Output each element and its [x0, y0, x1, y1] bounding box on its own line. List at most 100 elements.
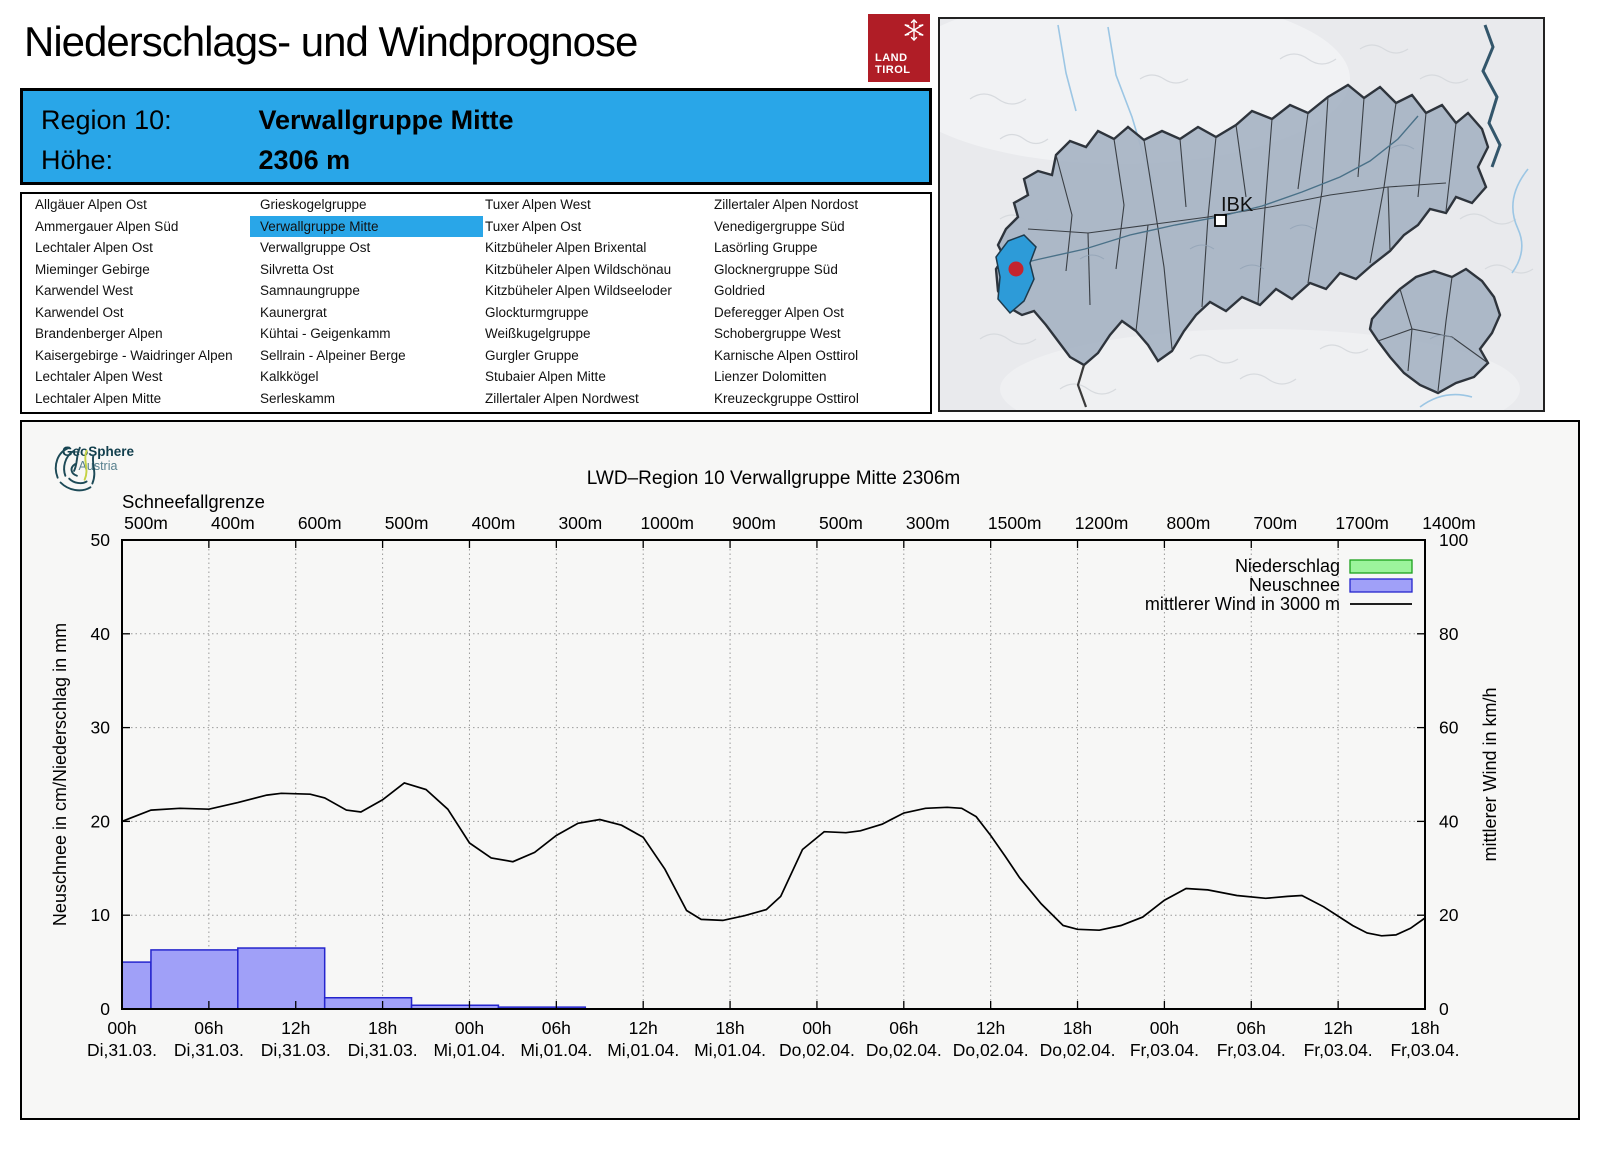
snowline-value: 300m	[558, 513, 602, 533]
altitude-label: Höhe:	[41, 145, 114, 175]
region-list-item[interactable]: Silvretta Ost	[260, 261, 334, 277]
map-terrain-texture	[969, 44, 1534, 395]
plot-frame	[121, 539, 1426, 1010]
region-list-item[interactable]: Brandenberger Alpen	[35, 326, 163, 341]
region-list-item[interactable]: Allgäuer Alpen Ost	[35, 197, 147, 212]
region-list-item[interactable]: Lienzer Dolomitten	[714, 369, 827, 384]
y-right-axis-title: mittlerer Wind in km/h	[1480, 687, 1500, 861]
snowline-value: 1700m	[1335, 513, 1389, 533]
snowline-value: 900m	[732, 513, 776, 533]
snowline-value: 800m	[1167, 513, 1211, 533]
region-list-item[interactable]: Zillertaler Alpen Nordost	[714, 197, 859, 212]
geosphere-logo: GeoSphere Austria	[48, 442, 148, 492]
x-tick-date: Mi,01.04.	[433, 1040, 505, 1060]
region-list-item[interactable]: Kitzbüheler Alpen Wildschönau	[485, 261, 672, 277]
snowline-value: 500m	[819, 513, 863, 533]
map-ibk-label: IBK	[1221, 194, 1254, 216]
region-label: Region 10:	[41, 105, 172, 135]
map-region-north-tirol	[994, 83, 1490, 367]
region-list-item[interactable]: Grieskogelgruppe	[260, 197, 367, 212]
snowline-label: Schneefallgrenze	[122, 491, 265, 512]
region-list-item-selected[interactable]: Verwallgruppe Mitte	[250, 215, 483, 237]
x-tick-date: Fr,03.04.	[1130, 1040, 1199, 1060]
region-list-item[interactable]: Kalkkögel	[260, 369, 319, 384]
legend-swatch	[1349, 578, 1413, 593]
snowline-value: 700m	[1253, 513, 1297, 533]
snowline-value: 400m	[472, 513, 516, 533]
y-left-label: 40	[91, 624, 111, 644]
x-tick-date: Di,31.03.	[348, 1040, 418, 1060]
region-list-item[interactable]: Tuxer Alpen West	[485, 197, 591, 212]
legend-label: Niederschlag	[1235, 556, 1340, 576]
region-list-item[interactable]: Goldried	[714, 283, 766, 298]
logo-text-tirol: TIROL	[875, 64, 911, 76]
region-list-item[interactable]: Lechtaler Alpen West	[35, 369, 163, 384]
region-info-box: Region 10: Verwallgruppe Mitte Höhe: 230…	[20, 88, 932, 185]
region-list-item[interactable]: Kaisergebirge - Waidringer Alpen	[35, 347, 233, 363]
x-tick-time: 18h	[1410, 1018, 1439, 1038]
region-list-item[interactable]: Stubaier Alpen Mitte	[485, 369, 606, 384]
region-list-item[interactable]: Kitzbüheler Alpen Wildseeloder	[485, 283, 672, 298]
y-right-label: 20	[1439, 905, 1459, 925]
snowline-value: 400m	[211, 513, 255, 533]
x-tick-date: Fr,03.04.	[1217, 1040, 1286, 1060]
region-list-item[interactable]: Glockturmgruppe	[485, 304, 589, 320]
region-list-item[interactable]: Lechtaler Alpen Mitte	[35, 390, 162, 406]
x-tick-date: Do,02.04.	[779, 1040, 855, 1060]
x-tick-time: 06h	[889, 1018, 918, 1038]
map-region-borders	[1027, 96, 1489, 392]
altitude-value: 2306 m	[258, 145, 351, 175]
region-list-item[interactable]: Ammergauer Alpen Süd	[35, 218, 179, 234]
x-tick-date: Do,02.04.	[1040, 1040, 1116, 1060]
x-tick-date: Do,02.04.	[866, 1040, 942, 1060]
neuschnee-bar	[121, 961, 152, 1010]
region-list-item[interactable]: Sellrain - Alpeiner Berge	[260, 347, 406, 363]
snowline-value: 1200m	[1075, 513, 1129, 533]
chart-title: LWD–Region 10 Verwallgruppe Mitte 2306m	[587, 468, 961, 489]
region-list-item[interactable]: Lasörling Gruppe	[714, 240, 818, 255]
region-list-item[interactable]: Schobergruppe West	[714, 326, 841, 341]
map-border-extension	[1076, 364, 1088, 408]
x-tick-time: 00h	[802, 1018, 831, 1038]
map-ibk-marker	[1214, 214, 1227, 227]
x-tick-date: Di,31.03.	[87, 1040, 157, 1060]
logo-text-land: LAND	[875, 52, 908, 64]
geosphere-swirl-icon	[54, 446, 96, 492]
wind-line	[121, 781, 1426, 937]
region-list-item[interactable]: Kaunergrat	[260, 304, 327, 320]
region-list-item[interactable]: Karnische Alpen Osttirol	[714, 347, 859, 363]
region-list-item[interactable]: Mieminger Gebirge	[35, 261, 150, 277]
y-right-label: 60	[1439, 718, 1459, 738]
region-list-item[interactable]: Karwendel West	[35, 283, 134, 298]
x-tick-time: 18h	[368, 1018, 397, 1038]
region-list-item[interactable]: Serleskamm	[260, 390, 336, 406]
x-tick-date: Di,31.03.	[261, 1040, 331, 1060]
region-list-item[interactable]: Weißkugelgruppe	[485, 326, 591, 341]
y-left-label: 10	[91, 905, 111, 925]
map-national-border	[1481, 24, 1502, 168]
geosphere-country: Austria	[78, 459, 118, 473]
region-list-item[interactable]: Gurgler Gruppe	[485, 347, 579, 363]
region-list-item[interactable]: Deferegger Alpen Ost	[714, 304, 844, 320]
region-list-item[interactable]: Zillertaler Alpen Nordwest	[485, 390, 639, 406]
region-list-item[interactable]: Glocknergruppe Süd	[714, 261, 838, 277]
map-ridge-texture	[1079, 144, 1455, 340]
region-list-item[interactable]: Tuxer Alpen Ost	[485, 218, 582, 234]
region-list-item[interactable]: Karwendel Ost	[35, 304, 124, 320]
y-right-label: 0	[1439, 999, 1449, 1019]
x-tick-time: 12h	[629, 1018, 658, 1038]
x-tick-time: 12h	[976, 1018, 1005, 1038]
region-list-item[interactable]: Verwallgruppe Ost	[260, 240, 371, 255]
legend-swatch	[1349, 559, 1413, 574]
region-list-item[interactable]: Samnaungruppe	[260, 283, 360, 298]
legend-label: mittlerer Wind in 3000 m	[1145, 594, 1340, 614]
region-list-item[interactable]: Venedigergruppe Süd	[714, 218, 845, 234]
region-list-item[interactable]: Lechtaler Alpen Ost	[35, 240, 153, 255]
region-list-item[interactable]: Kitzbüheler Alpen Brixental	[485, 240, 647, 255]
x-tick-date: Fr,03.04.	[1390, 1040, 1459, 1060]
snowline-value: 300m	[906, 513, 950, 533]
snowline-value: 1500m	[988, 513, 1042, 533]
region-list-item[interactable]: Kreuzeckgruppe Osttirol	[714, 390, 859, 406]
region-list-item[interactable]: Kühtai - Geigenkamm	[260, 326, 391, 341]
map-lowland	[890, 0, 1350, 164]
